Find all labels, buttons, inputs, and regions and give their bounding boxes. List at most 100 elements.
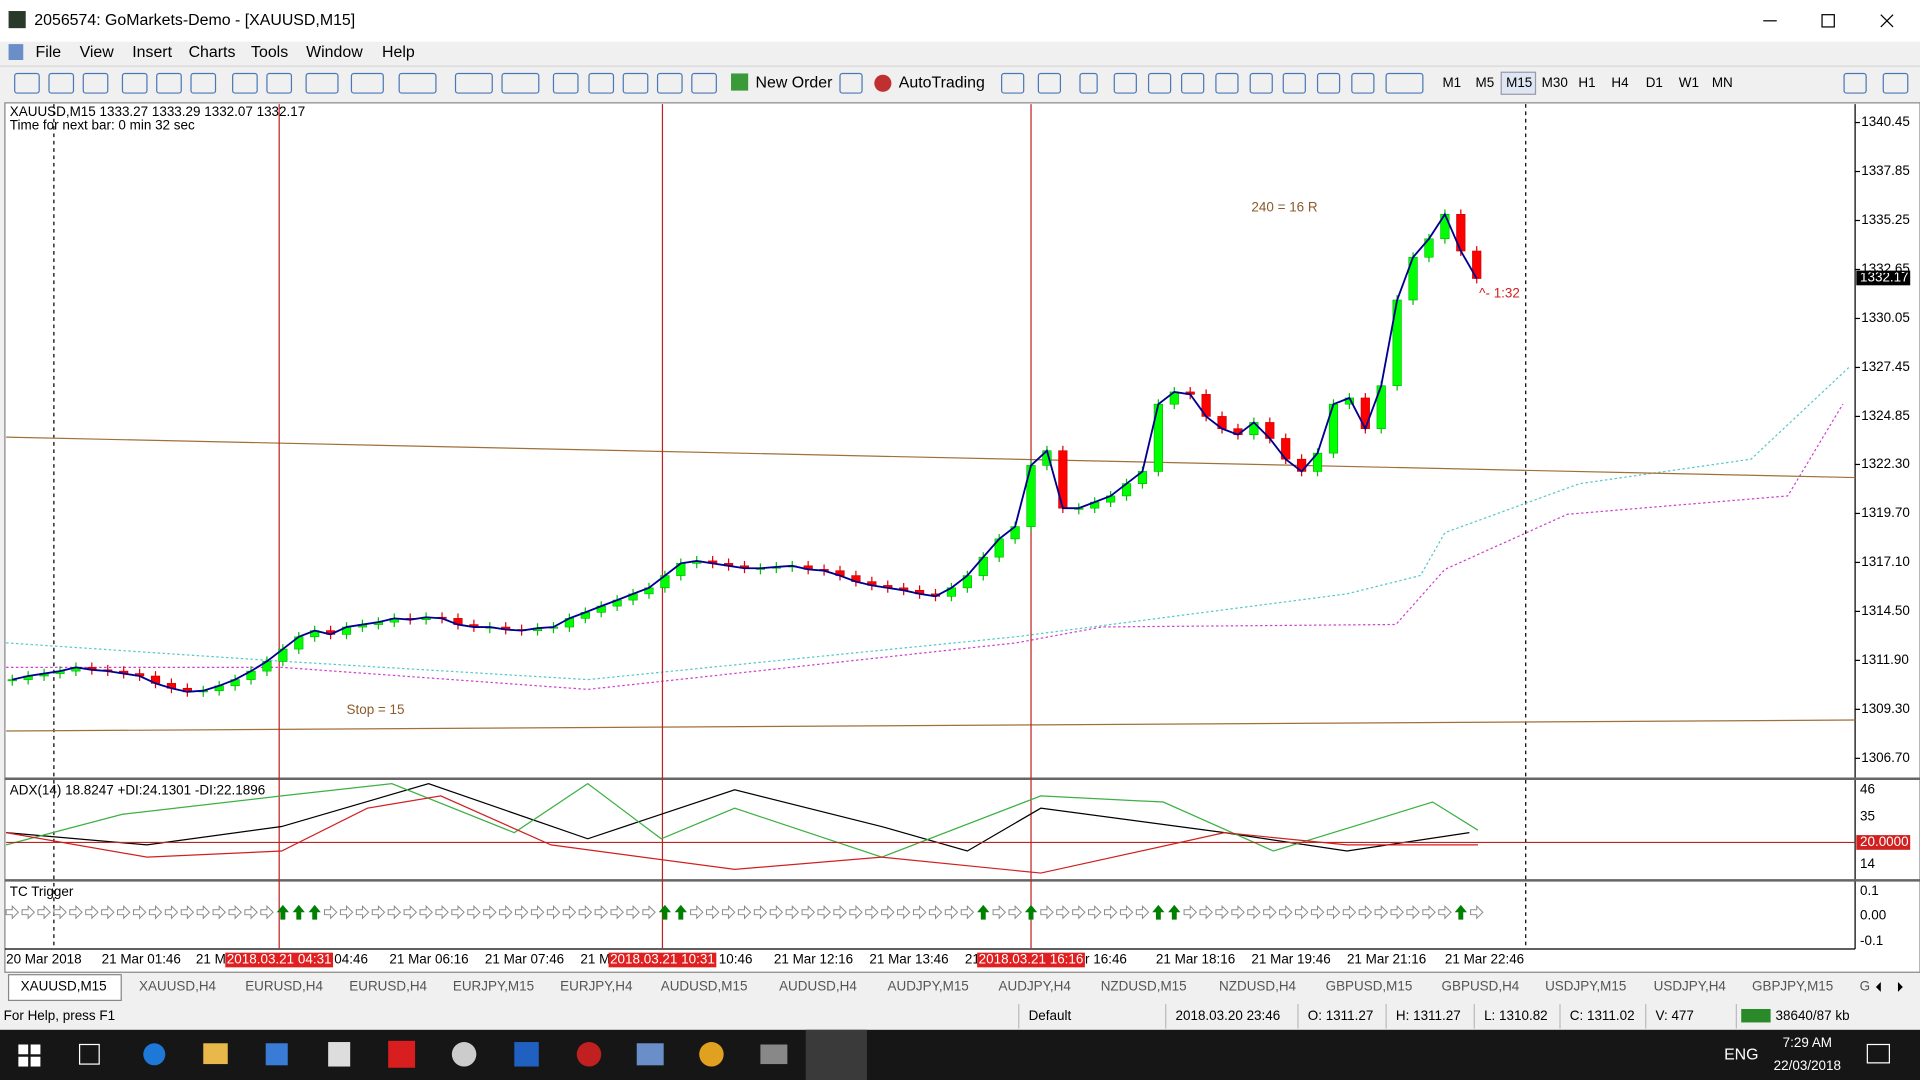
toolbar-button[interactable] xyxy=(656,72,683,94)
app[interactable] xyxy=(451,1042,477,1067)
tab[interactable]: USDJPY,M15 xyxy=(1545,979,1626,994)
timeframe[interactable]: H4 xyxy=(1611,75,1629,90)
metatrader[interactable] xyxy=(805,1029,867,1080)
toolbar-button[interactable] xyxy=(1316,72,1341,94)
timeframe[interactable]: D1 xyxy=(1646,75,1663,90)
calculator[interactable] xyxy=(328,1042,351,1067)
chrome[interactable] xyxy=(699,1042,724,1067)
edge[interactable] xyxy=(143,1043,166,1066)
timeframe[interactable]: W1 xyxy=(1679,75,1699,90)
tab[interactable]: AUDJPY,M15 xyxy=(888,979,969,994)
toolbar-button[interactable] xyxy=(1385,72,1424,94)
toolbar-button[interactable] xyxy=(454,72,493,94)
menu-item[interactable]: Tools xyxy=(251,44,288,61)
timeframe[interactable]: H1 xyxy=(1578,75,1595,90)
tab[interactable]: EURUSD,H4 xyxy=(349,979,427,994)
adx-level-box xyxy=(1856,835,1911,850)
toolbar-button[interactable] xyxy=(266,72,293,94)
tab[interactable]: EURJPY,H4 xyxy=(560,979,633,994)
explorer[interactable] xyxy=(203,1043,228,1065)
toolbar-button[interactable] xyxy=(552,72,579,94)
price-tick-label: 1330.05 xyxy=(1861,310,1910,325)
timeframe[interactable]: M15 xyxy=(1506,75,1532,90)
menu-item[interactable]: Window xyxy=(306,44,363,61)
toolbar-button[interactable] xyxy=(1037,72,1062,94)
toolbar-button[interactable] xyxy=(1181,72,1205,94)
timeframe[interactable]: M5 xyxy=(1476,75,1495,90)
toolbar-button[interactable] xyxy=(1282,72,1306,94)
chart-tabs: XAUUSD,M15 XAUUSD,H4 EURUSD,H4 EURUSD,H4 EUR… xyxy=(7,974,1903,1002)
app[interactable] xyxy=(576,1042,602,1067)
toolbar-button[interactable] xyxy=(121,72,148,94)
tc-arrow xyxy=(912,904,927,920)
toolbar-button[interactable] xyxy=(1351,72,1375,94)
tab[interactable]: USDJPY,H4 xyxy=(1654,979,1727,994)
tc-arrow xyxy=(1470,904,1484,920)
toolbar-button[interactable] xyxy=(622,72,649,94)
tab[interactable]: EURUSD,H4 xyxy=(245,979,323,994)
tc-arrow xyxy=(1056,904,1070,920)
new-order[interactable]: New Order xyxy=(756,74,834,91)
window-controls[interactable] xyxy=(1763,14,1894,28)
autotrading[interactable]: AutoTrading xyxy=(899,74,985,91)
toolbar-button[interactable] xyxy=(1079,72,1098,94)
toolbar-button[interactable] xyxy=(691,72,717,94)
menu-item[interactable]: Help xyxy=(382,44,415,61)
tab[interactable]: G xyxy=(1860,979,1870,994)
app[interactable] xyxy=(514,1042,539,1067)
language[interactable]: ENG xyxy=(1724,1047,1758,1064)
tab[interactable]: GBPJPY,M15 xyxy=(1752,979,1833,994)
tab[interactable]: GBPUSD,M15 xyxy=(1326,979,1413,994)
tab[interactable]: XAUUSD,H4 xyxy=(139,979,217,994)
toolbar-button[interactable] xyxy=(1882,72,1909,94)
timeframe[interactable]: M1 xyxy=(1442,75,1461,90)
notifications[interactable] xyxy=(1866,1043,1891,1064)
toolbar-button[interactable] xyxy=(1001,72,1025,94)
tc-arrow xyxy=(260,904,274,920)
menu-item[interactable]: File xyxy=(36,44,62,61)
task-view[interactable] xyxy=(78,1043,100,1065)
toolbar-button[interactable] xyxy=(501,72,540,94)
timeframe[interactable]: MN xyxy=(1712,75,1733,90)
toolbar-button[interactable] xyxy=(1113,72,1137,94)
tab[interactable]: EURJPY,M15 xyxy=(453,979,534,994)
maximize[interactable] xyxy=(1821,14,1835,28)
toolbar-button[interactable] xyxy=(14,72,40,94)
toolbar-button[interactable] xyxy=(190,72,217,94)
tc-arrow xyxy=(132,904,147,920)
toolbar-button[interactable] xyxy=(588,72,615,94)
toolbar-button[interactable] xyxy=(1249,72,1273,94)
tab[interactable]: AUDUSD,H4 xyxy=(779,979,857,994)
app[interactable] xyxy=(388,1040,416,1068)
toolbar-button[interactable] xyxy=(305,72,339,94)
adx-header: ADX(14) 18.8247 +DI:24.1301 -DI:22.1896 xyxy=(10,783,265,798)
toolbar-button[interactable] xyxy=(1843,72,1867,94)
tab[interactable]: GBPUSD,H4 xyxy=(1442,979,1520,994)
tab[interactable]: XAUUSD,M15 xyxy=(21,979,107,994)
app[interactable] xyxy=(760,1044,788,1065)
toolbar-button[interactable] xyxy=(82,72,109,94)
toolbar-button[interactable] xyxy=(156,72,182,94)
store[interactable] xyxy=(265,1043,288,1066)
clock-date[interactable]: 22/03/2018 xyxy=(1774,1058,1841,1073)
menu-item[interactable]: Charts xyxy=(189,44,236,61)
start-button[interactable] xyxy=(18,1044,41,1067)
close[interactable] xyxy=(1880,14,1894,28)
toolbar-button[interactable] xyxy=(1215,72,1239,94)
toolbar-button[interactable] xyxy=(232,72,258,94)
tab[interactable]: NZDUSD,M15 xyxy=(1101,979,1187,994)
toolbar-button[interactable] xyxy=(48,72,75,94)
tab[interactable]: NZDUSD,H4 xyxy=(1219,979,1297,994)
app[interactable] xyxy=(636,1043,664,1066)
toolbar-button[interactable] xyxy=(1147,72,1172,94)
tab[interactable]: AUDUSD,M15 xyxy=(661,979,748,994)
toolbar-button[interactable] xyxy=(839,72,863,94)
toolbar-button[interactable] xyxy=(398,72,437,94)
clock-time[interactable]: 7:29 AM xyxy=(1783,1035,1832,1050)
tab[interactable]: AUDJPY,H4 xyxy=(999,979,1072,994)
toolbar-button[interactable] xyxy=(350,72,384,94)
menu-item[interactable]: Insert xyxy=(132,44,172,61)
menu-item[interactable]: View xyxy=(80,44,115,61)
tc-arrow xyxy=(419,904,433,920)
timeframe[interactable]: M30 xyxy=(1542,75,1568,90)
